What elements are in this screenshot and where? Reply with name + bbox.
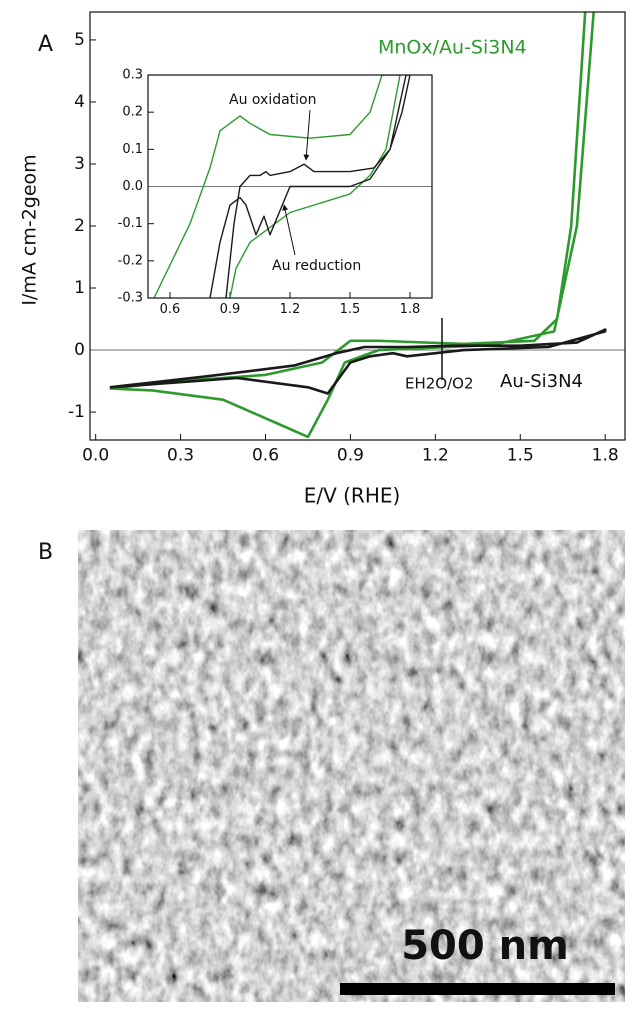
x-tick-label: 1.8 <box>592 445 619 465</box>
y-tick-label: 3 <box>74 154 85 174</box>
y-tick-label: 0.1 <box>122 142 143 157</box>
y-tick-label: 5 <box>74 30 85 50</box>
annotation: EH2O/O2 <box>405 375 474 393</box>
x-tick-label: 0.9 <box>220 302 241 317</box>
sem-image <box>78 530 625 1002</box>
y-tick-label: 4 <box>74 92 85 112</box>
main-chart: 0.0 0.3 0.6 0.9 1.2 1.5 1.8 -1 0 1 2 3 4 5 <box>68 11 626 465</box>
series-label: Au-Si3N4 <box>500 371 583 392</box>
y-axis-label: I/mA cm-2geom <box>19 154 41 305</box>
y-tick-label: -1 <box>68 402 85 422</box>
series-line <box>209 75 411 298</box>
series-label: MnOx/Au-Si3N4 <box>378 37 527 59</box>
y-tick-label: 0.0 <box>122 179 143 194</box>
plot-frame <box>89 11 626 441</box>
y-tick-label: 2 <box>74 216 85 236</box>
arrow <box>282 204 296 256</box>
panel-label: B <box>38 540 53 565</box>
annotation: Au oxidation <box>229 92 317 108</box>
scale-label: 500 nm <box>401 923 569 969</box>
x-tick-label: 0.3 <box>167 445 194 465</box>
y-tick-label: 0.3 <box>122 68 143 83</box>
x-tick-label: 1.2 <box>422 445 449 465</box>
scale-bar <box>340 983 615 995</box>
y-tick-label: 0 <box>74 340 85 360</box>
x-tick-label: 0.6 <box>252 445 279 465</box>
y-tick-label: -0.3 <box>118 291 143 306</box>
x-tick-label: 1.2 <box>280 302 301 317</box>
x-tick-label: 1.5 <box>340 302 361 317</box>
series-line <box>109 328 607 395</box>
x-tick-label: 0.6 <box>160 302 181 317</box>
x-tick-label: 1.8 <box>400 302 421 317</box>
x-tick-label: 0.0 <box>82 445 109 465</box>
x-tick-label: 1.5 <box>507 445 534 465</box>
x-axis-label: E/V (RHE) <box>304 484 401 508</box>
annotation: Au reduction <box>272 258 361 274</box>
y-tick-label: 1 <box>74 278 85 298</box>
arrow <box>303 109 311 161</box>
plot-frame <box>147 74 433 299</box>
x-tick-label: 0.9 <box>337 445 364 465</box>
series-line <box>153 75 401 298</box>
y-tick-label: -0.1 <box>118 216 143 231</box>
y-tick-label: 0.2 <box>122 105 143 120</box>
series-line <box>109 12 595 439</box>
inset-chart: 0.6 0.9 1.2 1.5 1.8 -0.3 -0.2 -0.1 0.0 0.1 0.2 0.3 <box>118 68 433 317</box>
y-tick-label: -0.2 <box>118 253 143 268</box>
panel-label: A <box>38 32 53 57</box>
